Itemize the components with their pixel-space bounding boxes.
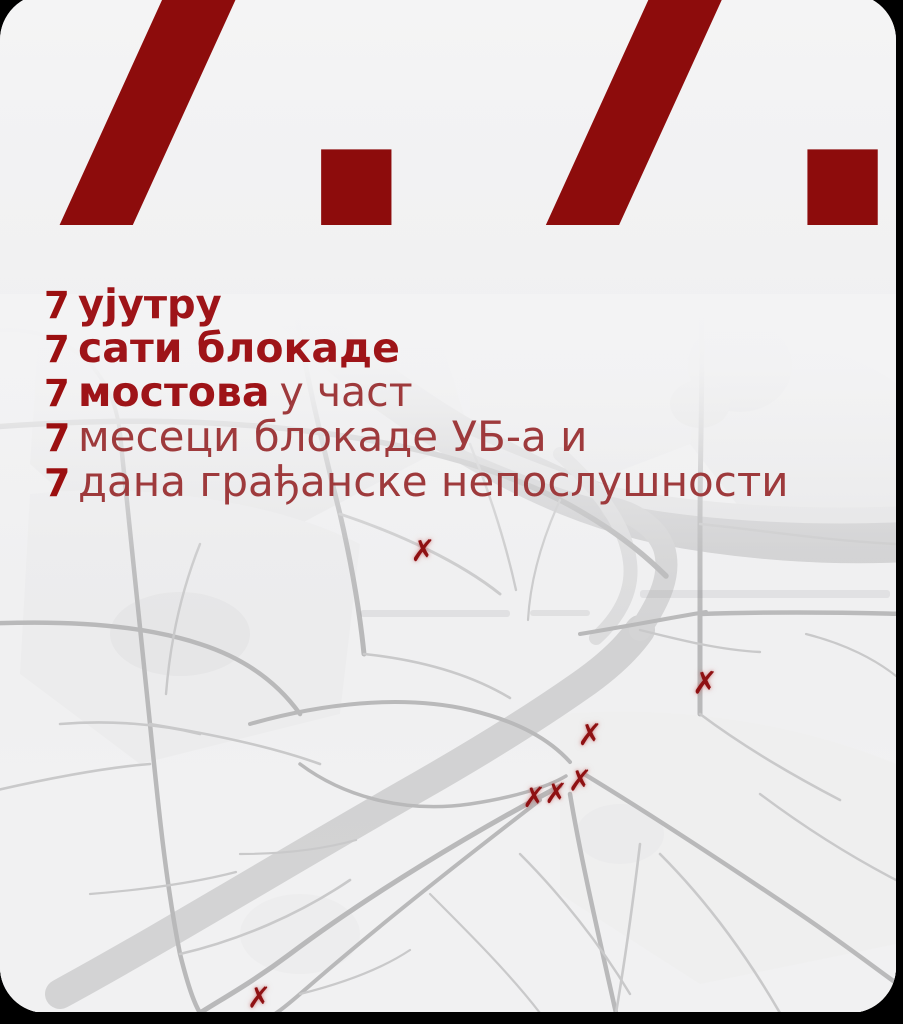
bridge-marker-4-icon: ✗ [567,763,593,798]
slogan-number-3: 7 [44,372,70,415]
bridge-marker-2-icon: ✗ [692,665,718,702]
slogan-line-1: 7 ујутру [44,282,884,328]
headline-seven-left: 7. [0,0,435,320]
headline-seven-right: 7. [486,0,896,320]
slogan-regular-4: месеци блокаде УБ-а и [78,412,588,461]
slogan-list: 7 ујутру 7 сати блокаде 7 мостова у част… [44,282,884,506]
slogan-line-4: 7 месеци блокаде УБ-а и [44,412,884,461]
slogan-line-2: 7 сати блокаде [44,324,884,372]
map-district [560,711,896,984]
sava-river [45,615,655,1009]
slogan-number-4: 7 [44,416,70,460]
slogan-line-5: 7 дана грађанске непослушности [44,457,884,506]
slogan-regular-3: у част [279,368,413,416]
slogan-number-1: 7 [44,284,70,327]
frame-bottom-bar [0,1012,903,1024]
page-title: 7. 7. [0,0,896,288]
slogan-bold-1: ујутру [78,282,222,328]
bridge-marker-1-icon: ✗ [410,534,436,569]
bridge-marker-3-icon: ✗ [577,718,603,753]
map-park [240,894,360,974]
slogan-regular-5: дана грађанске непослушности [78,457,789,506]
map-park [576,804,664,864]
slogan-line-3: 7 мостова у част [44,368,884,416]
bridge-marker-6-icon: ✗ [522,781,546,814]
slogan-number-5: 7 [44,461,70,505]
slogan-number-2: 7 [44,328,70,371]
bridge-marker-5-icon: ✗ [544,777,568,810]
bridge-marker-7-icon: ✗ [246,980,272,1013]
slogan-bold-2: сати блокаде [78,324,400,372]
slogan-bold-3: мостова [78,368,270,416]
